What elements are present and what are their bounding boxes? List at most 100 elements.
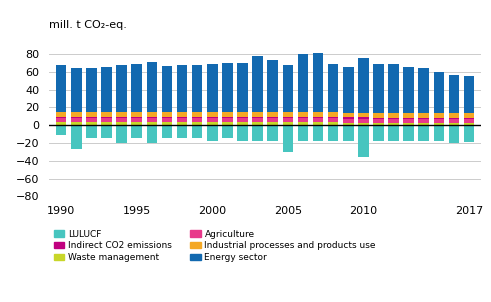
Bar	[132, 118, 142, 123]
Bar	[71, 112, 82, 117]
Bar	[282, 65, 293, 112]
Bar	[237, 117, 248, 118]
Bar	[388, 125, 399, 141]
Bar	[222, 125, 233, 138]
Bar	[207, 123, 218, 125]
Bar	[192, 123, 202, 125]
Bar	[434, 113, 444, 117]
Bar	[404, 123, 414, 125]
Bar	[56, 65, 66, 112]
Bar	[237, 118, 248, 123]
Bar	[418, 68, 429, 113]
Bar	[237, 63, 248, 112]
Bar	[464, 123, 474, 125]
Bar	[101, 125, 112, 138]
Bar	[268, 123, 278, 125]
Bar	[146, 125, 157, 143]
Bar	[222, 112, 233, 117]
Bar	[116, 65, 127, 112]
Bar	[418, 125, 429, 141]
Bar	[162, 112, 172, 117]
Bar	[464, 76, 474, 113]
Bar	[207, 112, 218, 117]
Bar	[464, 113, 474, 117]
Bar	[101, 118, 112, 123]
Bar	[282, 125, 293, 152]
Bar	[86, 123, 97, 125]
Bar	[192, 65, 202, 112]
Bar	[177, 123, 188, 125]
Bar	[162, 117, 172, 118]
Bar	[328, 125, 338, 141]
Bar	[71, 125, 82, 149]
Bar	[404, 125, 414, 141]
Bar	[434, 123, 444, 125]
Bar	[298, 54, 308, 112]
Bar	[56, 123, 66, 125]
Bar	[358, 113, 369, 117]
Bar	[388, 119, 399, 123]
Bar	[252, 125, 263, 141]
Bar	[207, 118, 218, 123]
Bar	[449, 125, 459, 143]
Bar	[449, 113, 459, 117]
Bar	[101, 67, 112, 112]
Bar	[207, 117, 218, 118]
Bar	[71, 118, 82, 123]
Bar	[192, 125, 202, 138]
Bar	[388, 123, 399, 125]
Bar	[464, 117, 474, 119]
Bar	[207, 64, 218, 112]
Bar	[373, 117, 384, 119]
Bar	[116, 117, 127, 118]
Legend: LULUCF, Indirect CO2 emissions, Waste management, Agriculture, Industrial proces: LULUCF, Indirect CO2 emissions, Waste ma…	[54, 230, 376, 262]
Bar	[434, 125, 444, 141]
Bar	[132, 112, 142, 117]
Bar	[71, 68, 82, 112]
Bar	[177, 65, 188, 112]
Bar	[86, 68, 97, 112]
Bar	[313, 117, 323, 118]
Bar	[298, 117, 308, 118]
Bar	[177, 112, 188, 117]
Bar	[404, 119, 414, 123]
Bar	[268, 125, 278, 141]
Bar	[328, 117, 338, 118]
Bar	[373, 64, 384, 113]
Bar	[343, 119, 354, 123]
Bar	[237, 112, 248, 117]
Bar	[132, 117, 142, 118]
Bar	[86, 112, 97, 117]
Bar	[343, 113, 354, 117]
Bar	[192, 112, 202, 117]
Bar	[86, 118, 97, 123]
Bar	[298, 123, 308, 125]
Bar	[388, 117, 399, 119]
Bar	[132, 64, 142, 112]
Bar	[132, 125, 142, 138]
Bar	[464, 125, 474, 142]
Bar	[328, 118, 338, 123]
Bar	[373, 125, 384, 141]
Bar	[418, 117, 429, 119]
Bar	[358, 117, 369, 119]
Bar	[101, 112, 112, 117]
Bar	[343, 123, 354, 125]
Bar	[328, 63, 338, 112]
Bar	[86, 125, 97, 138]
Bar	[146, 112, 157, 117]
Bar	[56, 117, 66, 118]
Bar	[298, 112, 308, 117]
Bar	[358, 123, 369, 125]
Bar	[313, 53, 323, 112]
Bar	[192, 117, 202, 118]
Bar	[373, 123, 384, 125]
Bar	[282, 112, 293, 117]
Bar	[237, 123, 248, 125]
Bar	[101, 123, 112, 125]
Bar	[116, 112, 127, 117]
Bar	[434, 117, 444, 119]
Text: mill. t CO₂-eq.: mill. t CO₂-eq.	[49, 20, 127, 30]
Bar	[132, 123, 142, 125]
Bar	[162, 66, 172, 112]
